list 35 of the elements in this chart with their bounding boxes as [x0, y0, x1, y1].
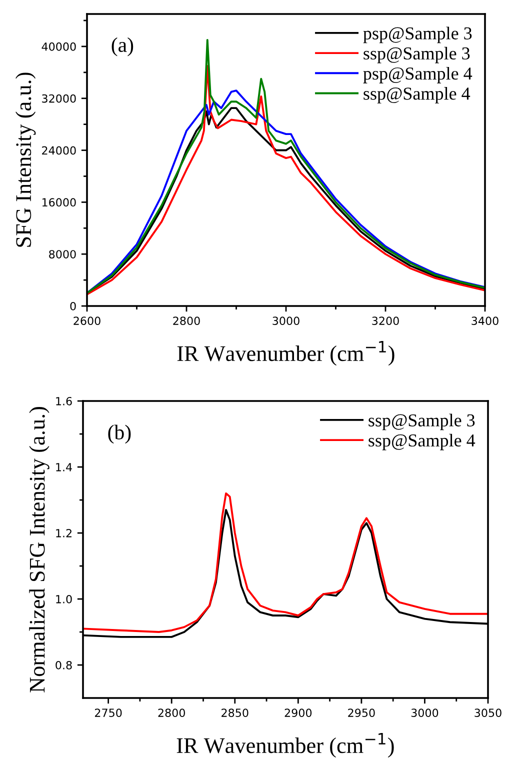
- y-tick-label: 16000: [42, 198, 76, 207]
- x-tick-label: 3000: [272, 316, 300, 326]
- legend-label: ssp@Sample 3: [364, 46, 470, 64]
- y-tick-label: 0: [70, 302, 76, 310]
- legend-label: ssp@Sample 3: [368, 414, 475, 430]
- annotation: (a): [112, 37, 134, 56]
- legend-label: ssp@Sample 4: [368, 434, 476, 450]
- x-axis-title: IR Wavenumber (cm$^{−1}$): [177, 341, 394, 366]
- y-tick-label: 1.0: [56, 594, 72, 604]
- x-tick-label: 2800: [173, 316, 200, 326]
- x-axis-title: IR Wavenumber (cm$^{−1}$): [176, 733, 394, 758]
- x-tick-label: 3000: [411, 708, 438, 718]
- legend-label: psp@Sample 4: [363, 66, 472, 84]
- x-tick-label: 2750: [94, 708, 122, 718]
- y-tick-label: 1.4: [56, 463, 72, 472]
- y-tick-label: 1.2: [56, 528, 72, 538]
- x-tick-label: 2800: [158, 708, 185, 718]
- x-tick-label: 2950: [348, 708, 375, 718]
- y-axis-title: Normalized SFG Intensity (a.u.): [29, 406, 50, 692]
- x-tick-label: 3050: [474, 708, 502, 718]
- x-tick-label: 2600: [74, 316, 100, 326]
- y-tick-label: 0.8: [56, 660, 72, 670]
- y-tick-label: 8000: [49, 250, 76, 258]
- annotation: (b): [108, 424, 131, 444]
- x-tick-label: 2850: [222, 708, 248, 718]
- x-tick-label: 2900: [284, 708, 312, 718]
- y-axis-title: SFG Intensity (a.u.): [15, 72, 36, 247]
- legend-label: psp@Sample 3: [363, 26, 472, 44]
- y-tick-label: 40000: [42, 42, 76, 51]
- y-tick-label: 32000: [42, 94, 76, 103]
- y-tick-label: 1.6: [56, 396, 72, 406]
- y-tick-label: 24000: [42, 146, 76, 155]
- legend-label: ssp@Sample 4: [364, 87, 470, 104]
- x-tick-label: 3200: [372, 316, 399, 326]
- x-tick-label: 3400: [472, 316, 498, 326]
